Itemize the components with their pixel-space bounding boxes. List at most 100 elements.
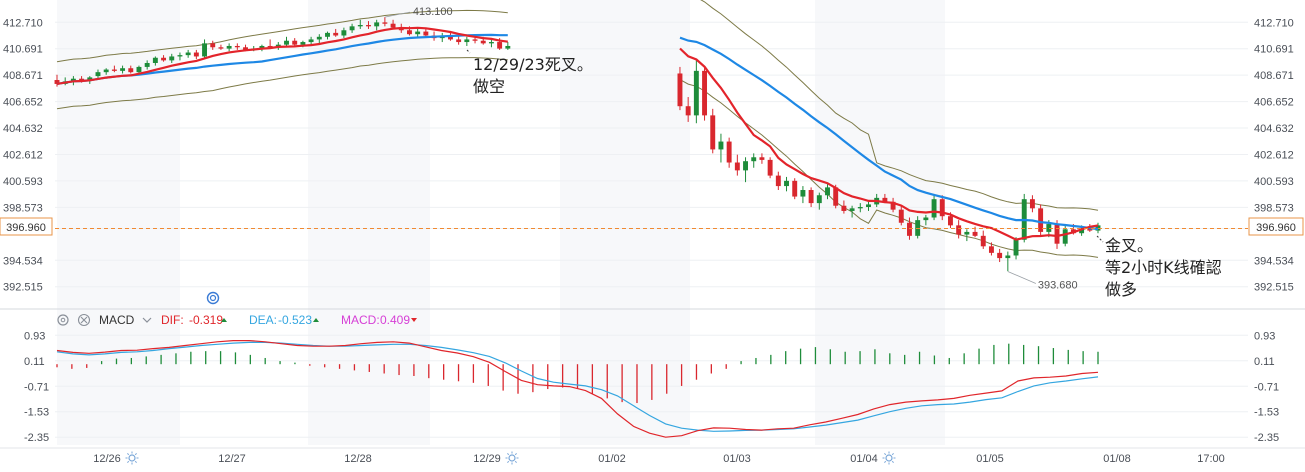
dea-line bbox=[56, 341, 1099, 432]
session-band bbox=[57, 0, 180, 445]
price-tick-left: 402.612 bbox=[3, 149, 43, 161]
candle bbox=[456, 35, 462, 45]
candle bbox=[890, 197, 896, 213]
low-marker: 393.680 bbox=[1007, 271, 1078, 291]
current-price-label-right: 396.960 bbox=[1256, 222, 1296, 234]
price-tick-left: 412.710 bbox=[3, 17, 43, 29]
candle bbox=[1029, 195, 1035, 213]
low-value-label: 393.680 bbox=[1038, 279, 1078, 291]
price-tick-left: 406.652 bbox=[3, 97, 43, 109]
x-tick-label: 01/04 bbox=[850, 453, 878, 465]
candle bbox=[341, 27, 347, 39]
macd-tick-right: -2.35 bbox=[1254, 432, 1279, 444]
grid-lines bbox=[55, 21, 1248, 438]
macd-down-icon bbox=[411, 318, 417, 322]
candle bbox=[316, 34, 322, 44]
candle bbox=[980, 230, 986, 249]
candle bbox=[226, 43, 232, 52]
dif-up-icon bbox=[221, 318, 227, 322]
high-value-label: 413.100 bbox=[413, 6, 453, 18]
session-shading bbox=[57, 0, 945, 445]
upper-band bbox=[56, 0, 1099, 211]
price-tick-left: 392.515 bbox=[3, 282, 43, 294]
price-tick-right: 400.593 bbox=[1254, 176, 1294, 188]
annotation-long-text: 做多 bbox=[1105, 280, 1137, 299]
candle bbox=[923, 214, 929, 226]
candle bbox=[915, 216, 921, 239]
candle bbox=[726, 137, 732, 168]
band-lines bbox=[56, 0, 1099, 258]
gear-icon[interactable] bbox=[57, 314, 69, 326]
annotation-confirm-text: 等2小时K线確認 bbox=[1105, 258, 1222, 277]
candle bbox=[1038, 204, 1044, 236]
candle bbox=[702, 66, 708, 121]
candle bbox=[325, 31, 330, 40]
candle bbox=[734, 154, 740, 176]
macd-tick-left: -1.53 bbox=[24, 407, 49, 419]
candle bbox=[743, 157, 748, 183]
candle bbox=[841, 200, 847, 214]
moving-averages bbox=[56, 26, 1099, 241]
x-tick-label: 12/28 bbox=[344, 453, 372, 465]
candle bbox=[866, 201, 871, 211]
candle bbox=[464, 36, 470, 46]
candle bbox=[210, 40, 216, 50]
candle bbox=[177, 52, 183, 61]
candle bbox=[439, 32, 445, 43]
macd-tick-left: -2.35 bbox=[24, 432, 49, 444]
session-band bbox=[560, 0, 690, 445]
price-tick-right: 402.612 bbox=[1254, 149, 1294, 161]
candle bbox=[95, 69, 101, 79]
candle bbox=[292, 38, 298, 46]
candle bbox=[964, 229, 970, 242]
price-tick-left: 400.593 bbox=[3, 176, 43, 188]
price-panel[interactable] bbox=[54, 0, 1248, 272]
chevron-down-icon[interactable] bbox=[142, 317, 152, 323]
current-price-badge-left: 396.960 bbox=[0, 217, 53, 236]
price-tick-right: 392.515 bbox=[1254, 282, 1294, 294]
price-tick-right: 404.632 bbox=[1254, 123, 1294, 135]
candle bbox=[939, 195, 945, 221]
candle bbox=[144, 60, 150, 70]
dif-label: DIF: bbox=[161, 313, 184, 327]
annotation-short-text: 做空 bbox=[473, 77, 505, 96]
annotation-death-cross-text: 12/29/23死叉。 bbox=[473, 55, 593, 74]
zoom-icon[interactable] bbox=[206, 291, 220, 305]
candle bbox=[1021, 193, 1027, 243]
candles bbox=[54, 17, 1101, 272]
candle bbox=[857, 203, 863, 213]
candle bbox=[751, 153, 757, 168]
candle bbox=[693, 60, 699, 124]
candle bbox=[185, 49, 191, 58]
x-tick-label: 01/02 bbox=[598, 453, 626, 465]
macd-histogram bbox=[56, 343, 1099, 404]
x-tick-label: 17:00 bbox=[1197, 453, 1225, 465]
annotation-golden-cross-text: 金叉。 bbox=[1105, 236, 1153, 255]
candle bbox=[956, 220, 962, 239]
candle bbox=[128, 65, 134, 74]
candle bbox=[997, 248, 1003, 263]
candle bbox=[374, 19, 380, 31]
macd-tick-right: 0.11 bbox=[1254, 356, 1275, 368]
session-band bbox=[815, 0, 945, 445]
price-tick-left: 394.534 bbox=[3, 255, 43, 267]
candle bbox=[685, 97, 691, 122]
macd-name: MACD bbox=[99, 313, 135, 327]
price-tick-right: 412.710 bbox=[1254, 17, 1294, 29]
dif-line bbox=[56, 340, 1099, 438]
candle bbox=[710, 108, 716, 154]
candle bbox=[808, 187, 814, 208]
ma-fast-line bbox=[56, 26, 1099, 241]
price-tick-left: 404.632 bbox=[3, 123, 43, 135]
macd-panel[interactable] bbox=[56, 340, 1099, 438]
macd-tick-left: 0.11 bbox=[24, 356, 45, 368]
dea-up-icon bbox=[313, 318, 319, 322]
candle bbox=[193, 49, 199, 60]
candle bbox=[767, 157, 773, 179]
candle bbox=[1013, 237, 1019, 260]
candle bbox=[775, 171, 781, 191]
candle bbox=[308, 36, 314, 45]
close-icon[interactable] bbox=[77, 313, 91, 327]
